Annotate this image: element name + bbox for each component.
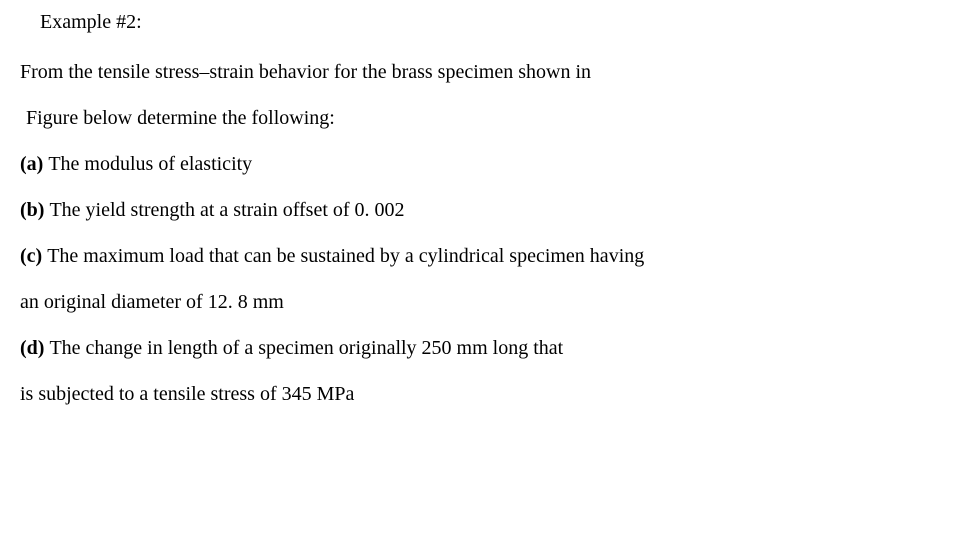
item-a-text: The modulus of elasticity	[48, 153, 252, 175]
item-c-line1: (c) The maximum load that can be sustain…	[20, 242, 940, 270]
item-a-label: (a)	[20, 153, 48, 175]
item-c-text1: The maximum load that can be sustained b…	[47, 245, 644, 267]
intro-line-1: From the tensile stress–strain behavior …	[20, 58, 940, 86]
item-a: (a) The modulus of elasticity	[20, 150, 940, 178]
example-title: Example #2:	[40, 8, 940, 36]
item-b: (b) The yield strength at a strain offse…	[20, 196, 940, 224]
item-b-label: (b)	[20, 199, 49, 221]
item-d-label: (d)	[20, 337, 49, 359]
intro-line-2: Figure below determine the following:	[26, 104, 940, 132]
item-d-text1: The change in length of a specimen origi…	[49, 337, 563, 359]
item-c-line2: an original diameter of 12. 8 mm	[20, 288, 940, 316]
item-d-line2: is subjected to a tensile stress of 345 …	[20, 380, 940, 408]
item-b-text: The yield strength at a strain offset of…	[49, 199, 404, 221]
item-d-line1: (d) The change in length of a specimen o…	[20, 334, 940, 362]
page-container: Example #2: From the tensile stress–stra…	[0, 0, 960, 408]
item-c-label: (c)	[20, 245, 47, 267]
